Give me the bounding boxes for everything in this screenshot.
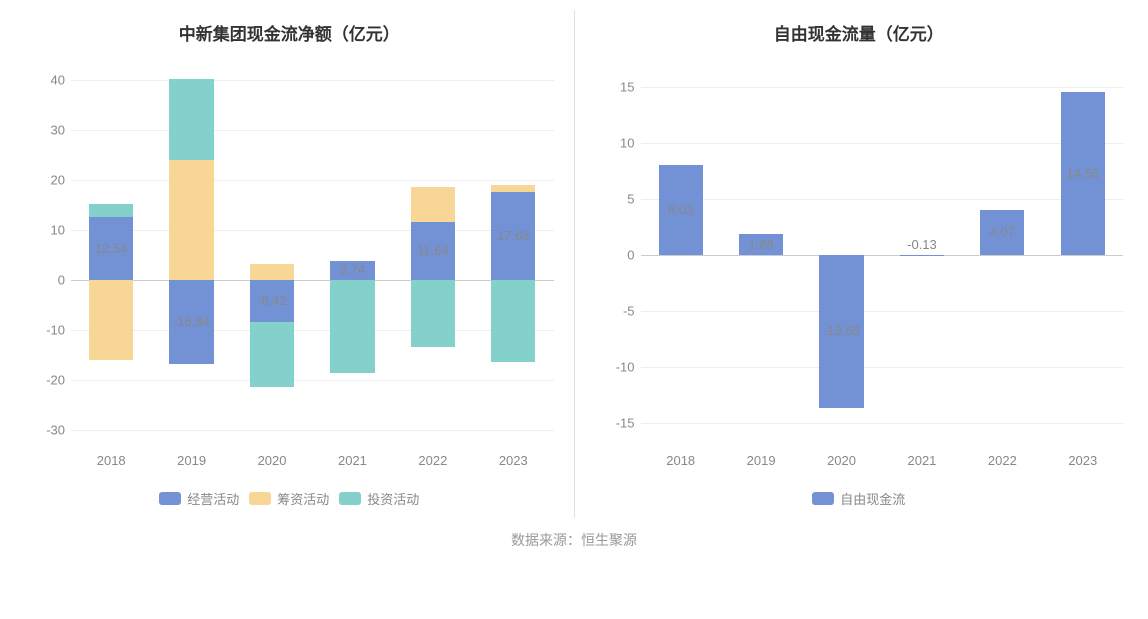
legend-label: 筹资活动 [277, 489, 329, 508]
x-tick-label: 2018 [97, 453, 126, 468]
plot-area: 201812.542019-16.842020-8.4220213.742022… [71, 65, 554, 445]
x-tick-label: 2018 [666, 453, 695, 468]
grid-line [71, 230, 554, 231]
legend-swatch [249, 492, 271, 505]
footer-source: 数据来源：恒生聚源 [5, 530, 1143, 550]
y-tick-label: -10 [29, 322, 65, 337]
bar-value-label: 3.74 [340, 262, 365, 277]
bar-segment [89, 280, 133, 360]
x-tick-label: 2023 [1068, 453, 1097, 468]
category-slot: 201812.54 [71, 65, 151, 445]
x-tick-label: 2019 [747, 453, 776, 468]
bar-segment [250, 322, 294, 387]
grid-line [71, 130, 554, 131]
x-tick-label: 2023 [499, 453, 528, 468]
grid-line [641, 367, 1124, 368]
category-slot: 2020-8.42 [232, 65, 312, 445]
grid-line [71, 180, 554, 181]
legend-swatch [339, 492, 361, 505]
x-tick-label: 2022 [988, 453, 1017, 468]
grid-line [641, 87, 1124, 88]
chart-right-plot-wrap: 20188.0320191.882020-13.682021-0.1320224… [595, 65, 1124, 445]
y-tick-label: 15 [599, 80, 635, 95]
chart-left-title: 中新集团现金流净额（亿元） [25, 20, 554, 45]
bar-value-label: 11.64 [417, 243, 449, 258]
grid-line [71, 280, 554, 281]
grid-line [71, 330, 554, 331]
chart-left-legend: 经营活动 筹资活动 投资活动 [25, 489, 554, 508]
chart-right-title: 自由现金流量（亿元） [595, 20, 1124, 45]
y-tick-label: 40 [29, 73, 65, 88]
x-tick-label: 2020 [827, 453, 856, 468]
chart-left-panel: 中新集团现金流净额（亿元） 201812.542019-16.842020-8.… [5, 10, 575, 518]
x-tick-label: 2022 [418, 453, 447, 468]
bar-segment [330, 280, 374, 373]
bar-value-label: 8.03 [668, 202, 693, 217]
category-slot: 202317.63 [473, 65, 553, 445]
y-tick-label: 30 [29, 123, 65, 138]
y-tick-label: 5 [599, 192, 635, 207]
legend-label: 自由现金流 [840, 489, 905, 508]
bar-value-label: 14.56 [1067, 166, 1100, 181]
legend-swatch [159, 492, 181, 505]
legend-label: 经营活动 [187, 489, 239, 508]
y-tick-label: -10 [599, 359, 635, 374]
bar-value-label: -16.84 [173, 314, 210, 329]
bar-value-label: 4.07 [990, 224, 1015, 239]
x-tick-label: 2021 [907, 453, 936, 468]
y-tick-label: -5 [599, 303, 635, 318]
bar-segment [491, 280, 535, 362]
y-tick-label: -30 [29, 423, 65, 438]
grid-line [641, 143, 1124, 144]
chart-left-plot: 201812.542019-16.842020-8.4220213.742022… [71, 65, 554, 445]
grid-line [71, 430, 554, 431]
chart-right-legend: 自由现金流 [595, 489, 1124, 508]
category-slot: 2019-16.84 [151, 65, 231, 445]
legend-swatch [812, 492, 834, 505]
bar-segment [491, 185, 535, 192]
bar-segment [169, 160, 213, 280]
bar-segment [250, 264, 294, 281]
grid-line [71, 380, 554, 381]
y-tick-label: 10 [599, 136, 635, 151]
bar-value-label: 12.54 [95, 241, 128, 256]
chart-right-panel: 自由现金流量（亿元） 20188.0320191.882020-13.68202… [575, 10, 1144, 518]
legend-item: 自由现金流 [812, 489, 905, 508]
bar-segment [411, 187, 455, 222]
grid-line [641, 199, 1124, 200]
y-tick-label: -15 [599, 415, 635, 430]
bar-value-label: -0.13 [907, 237, 937, 252]
bar-segment [89, 204, 133, 217]
legend-label: 投资活动 [367, 489, 419, 508]
bar-value-label: 1.88 [748, 237, 773, 252]
grid-line [641, 311, 1124, 312]
grid-line [641, 255, 1124, 256]
category-slot: 202211.64 [393, 65, 473, 445]
bar-segment [169, 79, 213, 161]
grid-line [71, 80, 554, 81]
grid-line [641, 423, 1124, 424]
bar-segment [411, 280, 455, 347]
x-tick-label: 2019 [177, 453, 206, 468]
x-tick-label: 2021 [338, 453, 367, 468]
legend-item: 投资活动 [339, 489, 419, 508]
charts-row: 中新集团现金流净额（亿元） 201812.542019-16.842020-8.… [5, 10, 1143, 518]
y-tick-label: 10 [29, 223, 65, 238]
bar-value-label: 17.63 [497, 228, 530, 243]
legend-item: 筹资活动 [249, 489, 329, 508]
y-tick-label: -20 [29, 373, 65, 388]
bar-value-label: -8.42 [257, 293, 287, 308]
chart-right-plot: 20188.0320191.882020-13.682021-0.1320224… [641, 65, 1124, 445]
bar-value-label: -13.68 [823, 323, 860, 338]
legend-item: 经营活动 [159, 489, 239, 508]
chart-left-plot-wrap: 201812.542019-16.842020-8.4220213.742022… [25, 65, 554, 445]
category-slot: 20213.74 [312, 65, 392, 445]
x-tick-label: 2020 [258, 453, 287, 468]
y-tick-label: 20 [29, 173, 65, 188]
bar-segment [900, 255, 944, 256]
y-tick-label: 0 [599, 248, 635, 263]
y-tick-label: 0 [29, 273, 65, 288]
